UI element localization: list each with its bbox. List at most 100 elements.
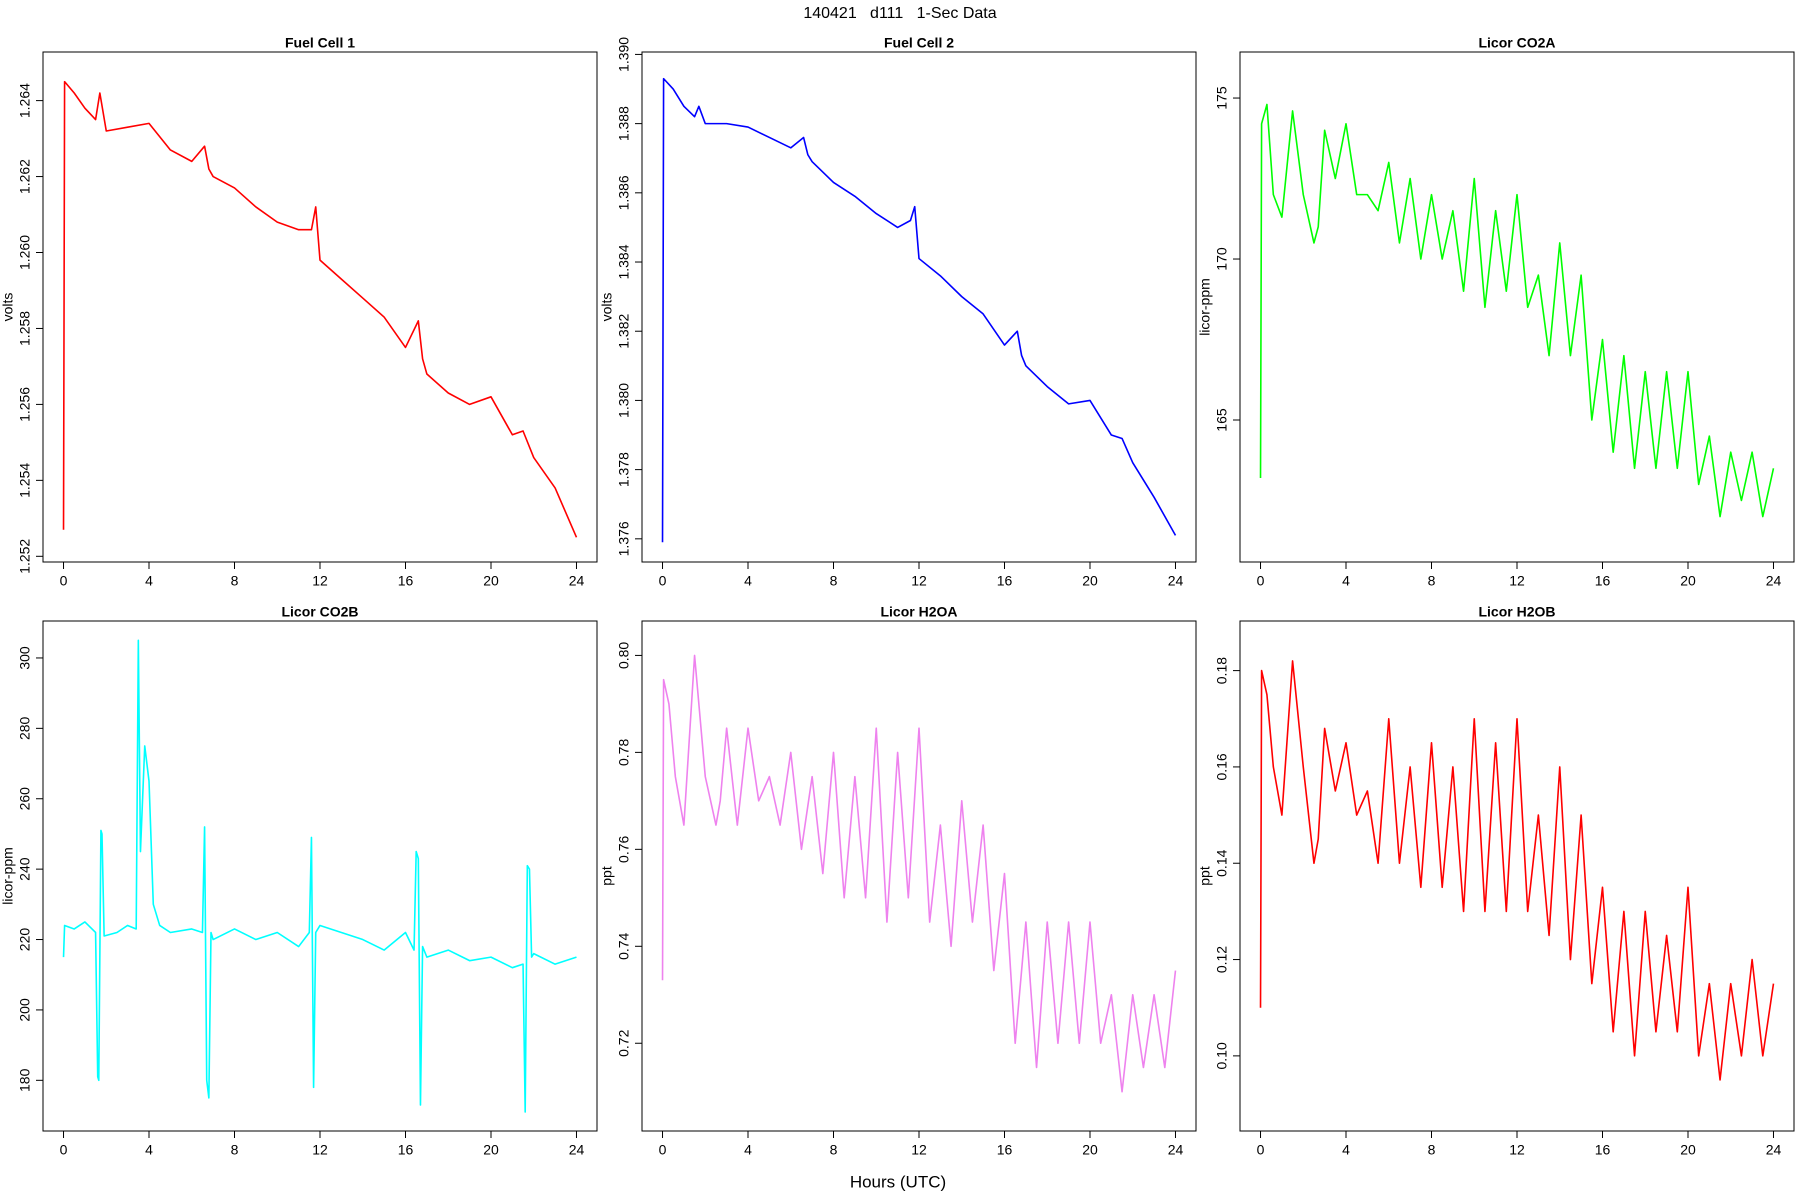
x-tick-label: 24: [569, 573, 585, 589]
x-tick-label: 24: [1168, 573, 1184, 589]
y-tick-label: 1.258: [17, 311, 33, 346]
x-tick-label: 4: [145, 573, 153, 589]
x-tick-label: 20: [1680, 573, 1696, 589]
y-tick-label: 1.382: [616, 313, 632, 348]
y-tick-label: 0.78: [616, 739, 632, 766]
y-tick-label: 1.388: [616, 106, 632, 141]
y-tick-label: 0.16: [1214, 753, 1230, 780]
y-tick-label: 170: [1214, 247, 1230, 271]
y-tick-label: 1.386: [616, 175, 632, 210]
panel-title: Licor CO2B: [281, 604, 358, 620]
y-tick-label: 280: [17, 716, 33, 740]
x-tick-label: 20: [483, 1142, 499, 1158]
panel-title: Licor H2OA: [880, 604, 957, 620]
y-tick-label: 1.380: [616, 383, 632, 418]
x-tick-label: 4: [744, 573, 752, 589]
y-axis-label: volts: [0, 293, 16, 322]
x-tick-label: 12: [911, 573, 927, 589]
y-tick-label: 1.262: [17, 159, 33, 194]
x-tick-label: 20: [483, 573, 499, 589]
y-tick-label: 1.384: [616, 244, 632, 279]
y-tick-label: 0.10: [1214, 1042, 1230, 1069]
plot-frame: [641, 620, 1197, 1132]
x-tick-label: 24: [1168, 1142, 1184, 1158]
x-tick-label: 16: [997, 1142, 1013, 1158]
panel-title: Fuel Cell 2: [884, 35, 954, 51]
x-tick-label: 24: [569, 1142, 585, 1158]
x-tick-label: 20: [1680, 1142, 1696, 1158]
y-axis-label: volts: [599, 293, 615, 322]
x-tick-label: 4: [1342, 573, 1350, 589]
x-tick-label: 16: [1595, 573, 1611, 589]
plot-frame: [42, 620, 598, 1132]
y-axis-label: licor-ppm: [0, 847, 16, 905]
x-tick-label: 16: [398, 1142, 414, 1158]
x-tick-label: 12: [911, 1142, 927, 1158]
x-tick-label: 0: [60, 1142, 68, 1158]
x-tick-label: 12: [1509, 1142, 1525, 1158]
y-axis-label: ppt: [1197, 866, 1213, 886]
x-tick-label: 0: [1257, 573, 1265, 589]
x-tick-label: 16: [997, 573, 1013, 589]
y-tick-label: 0.18: [1214, 657, 1230, 684]
x-tick-label: 20: [1082, 573, 1098, 589]
x-tick-label: 24: [1766, 1142, 1782, 1158]
y-tick-label: 175: [1214, 86, 1230, 110]
y-tick-label: 220: [17, 928, 33, 952]
data-line: [1259, 660, 1775, 1081]
x-tick-label: 8: [830, 1142, 838, 1158]
y-tick-label: 200: [17, 998, 33, 1022]
x-tick-label: 12: [312, 1142, 328, 1158]
y-tick-label: 1.260: [17, 235, 33, 270]
y-tick-label: 260: [17, 787, 33, 811]
data-line: [62, 639, 577, 1113]
data-line: [661, 77, 1177, 543]
y-tick-label: 300: [17, 646, 33, 670]
panel-title: Licor H2OB: [1478, 604, 1555, 620]
data-line: [62, 80, 578, 538]
plot-frame: [42, 51, 598, 563]
y-tick-label: 0.72: [616, 1029, 632, 1056]
y-tick-label: 240: [17, 857, 33, 881]
x-tick-label: 16: [398, 573, 414, 589]
plot-frame: [1239, 620, 1795, 1132]
plot-frame: [641, 51, 1197, 563]
y-tick-label: 1.378: [616, 452, 632, 487]
y-tick-label: 1.264: [17, 83, 33, 118]
y-tick-label: 0.80: [616, 642, 632, 669]
y-tick-label: 1.376: [616, 521, 632, 556]
panel-title: Licor CO2A: [1478, 35, 1555, 51]
x-tick-label: 4: [1342, 1142, 1350, 1158]
y-tick-label: 0.14: [1214, 849, 1230, 876]
x-tick-label: 4: [744, 1142, 752, 1158]
x-tick-label: 4: [145, 1142, 153, 1158]
x-tick-label: 8: [830, 573, 838, 589]
y-tick-label: 0.12: [1214, 946, 1230, 973]
y-axis-label: licor-ppm: [1197, 278, 1213, 336]
x-tick-label: 12: [1509, 573, 1525, 589]
x-tick-label: 8: [1428, 1142, 1436, 1158]
y-tick-label: 0.76: [616, 835, 632, 862]
plot-frame: [1239, 51, 1795, 563]
y-tick-label: 1.254: [17, 463, 33, 498]
x-tick-label: 8: [1428, 573, 1436, 589]
y-tick-label: 165: [1214, 408, 1230, 432]
x-axis-label: Hours (UTC): [850, 1172, 946, 1191]
x-tick-label: 8: [231, 573, 239, 589]
x-tick-label: 16: [1595, 1142, 1611, 1158]
x-tick-label: 12: [312, 573, 328, 589]
x-tick-label: 24: [1766, 573, 1782, 589]
y-tick-label: 1.252: [17, 539, 33, 574]
y-tick-label: 1.256: [17, 387, 33, 422]
data-line: [1259, 103, 1775, 518]
y-tick-label: 0.74: [616, 932, 632, 959]
data-line: [661, 654, 1177, 1093]
y-tick-label: 180: [17, 1068, 33, 1092]
x-tick-label: 8: [231, 1142, 239, 1158]
x-tick-label: 0: [60, 573, 68, 589]
y-axis-label: ppt: [599, 866, 615, 886]
y-tick-label: 1.390: [616, 37, 632, 72]
x-tick-label: 0: [659, 573, 667, 589]
